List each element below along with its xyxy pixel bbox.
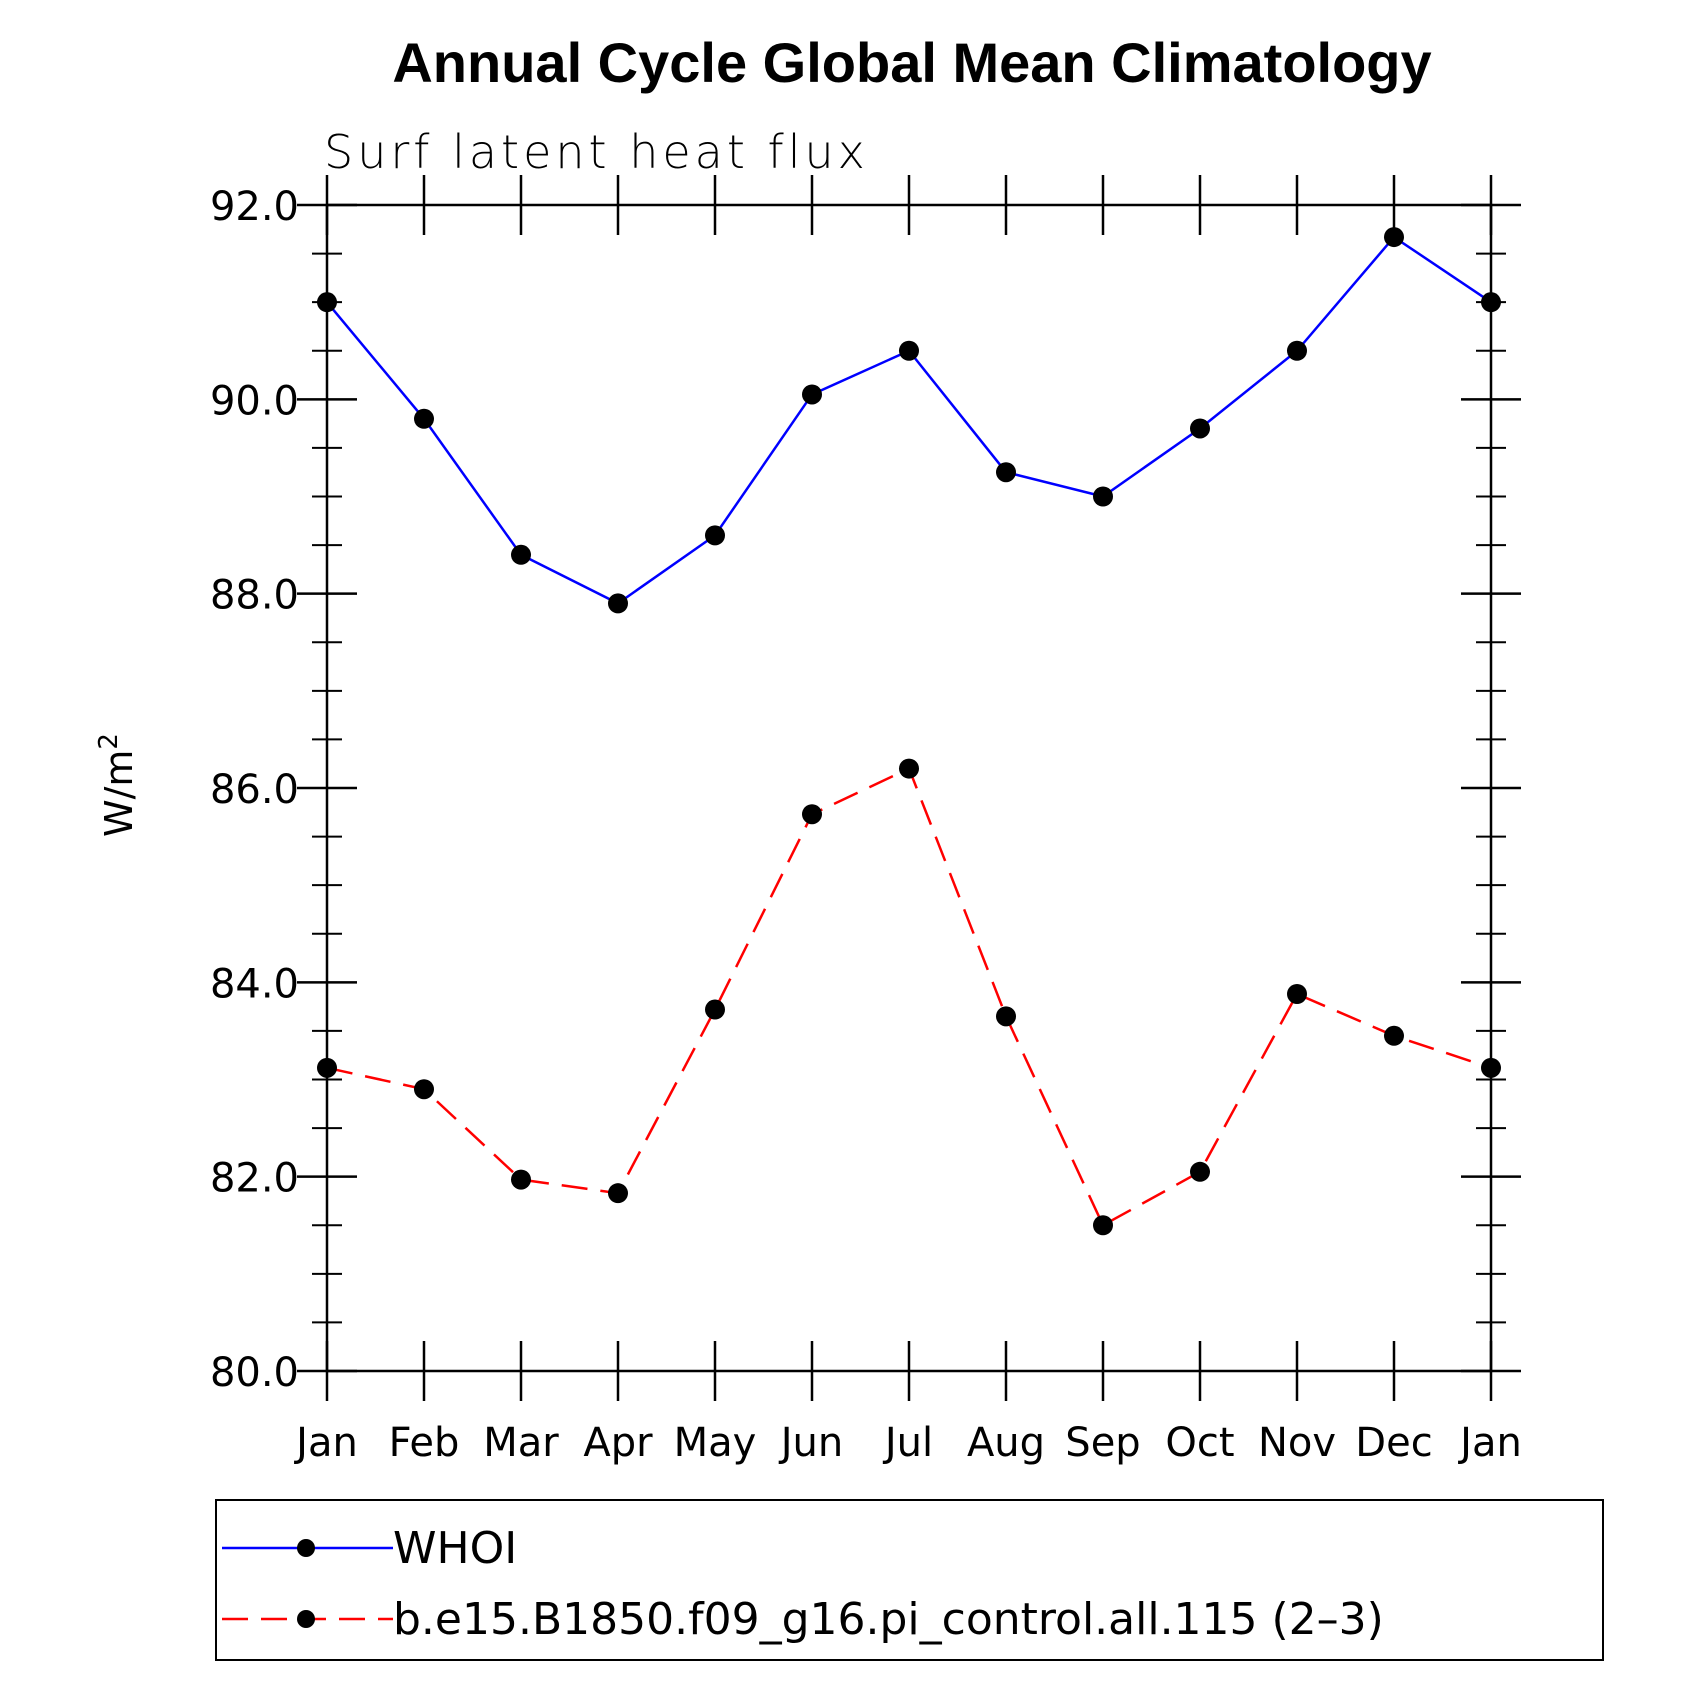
data-point: [705, 525, 725, 546]
legend-marker-model: [297, 1610, 315, 1628]
series-line-1: [326, 766, 1492, 1227]
legend-box: [215, 1499, 1604, 1661]
data-point: [1287, 340, 1307, 361]
y-tick-label: 88.0: [210, 573, 299, 619]
data-point: [705, 999, 725, 1020]
x-tick-label: Jan: [1457, 1420, 1522, 1466]
data-point: [414, 408, 434, 429]
data-point: [1384, 1025, 1404, 1046]
legend-label-model: b.e15.B1850.f09_g16.pi_control.all.115 (…: [393, 1594, 1384, 1645]
data-point: [1190, 418, 1210, 439]
x-tick-label: Jun: [778, 1420, 844, 1466]
data-point: [1287, 983, 1307, 1004]
x-tick-label: Apr: [583, 1420, 653, 1466]
legend: WHOI b.e15.B1850.f09_g16.pi_control.all.…: [215, 1499, 1604, 1661]
x-tick-label: Oct: [1165, 1420, 1234, 1466]
svg-text:W/m2: W/m2: [94, 733, 141, 837]
data-point: [899, 340, 919, 361]
y-tick-label: 82.0: [210, 1156, 299, 1202]
y-tick-label: 84.0: [210, 961, 299, 1007]
data-point: [608, 1183, 628, 1204]
x-tick-label: Nov: [1258, 1420, 1336, 1466]
legend-label-whoi: WHOI: [393, 1523, 517, 1574]
data-point: [802, 384, 822, 405]
y-tick-label: 86.0: [210, 767, 299, 813]
x-tick-label: Aug: [967, 1420, 1045, 1466]
x-tick-label: May: [674, 1420, 757, 1466]
series-layer: [317, 227, 1501, 1236]
data-point: [414, 1079, 434, 1100]
y-axis-label-superscript: 2: [94, 733, 124, 750]
y-tick-labels: 80.0 82.0 84.0 86.0 88.0 90.0 92.0: [210, 184, 299, 1396]
series-line-0: [326, 235, 1492, 605]
x-tick-label: Feb: [389, 1420, 460, 1466]
y-tick-label: 90.0: [210, 378, 299, 424]
y-axis-label: W/m2: [94, 733, 141, 837]
x-tick-labels: Jan Feb Mar Apr May Jun Jul Aug Sep Oct Nov Dec Jan: [293, 1420, 1522, 1466]
data-point: [899, 758, 919, 779]
data-point: [1093, 1215, 1113, 1236]
data-point: [1190, 1161, 1210, 1182]
data-point: [996, 462, 1016, 483]
y-tick-label: 92.0: [210, 184, 299, 230]
data-point: [1384, 227, 1404, 248]
data-point: [802, 804, 822, 825]
data-point: [608, 593, 628, 614]
y-axis-label-text: W/m: [97, 750, 141, 837]
y-tick-label: 80.0: [210, 1350, 299, 1396]
x-tick-label: Dec: [1355, 1420, 1432, 1466]
x-tick-label: Jan: [293, 1420, 358, 1466]
data-point: [996, 1006, 1016, 1027]
x-tick-label: Sep: [1065, 1420, 1140, 1466]
x-tick-label: Jul: [882, 1420, 933, 1466]
legend-marker-whoi: [297, 1539, 315, 1557]
data-point: [1093, 486, 1113, 507]
chart-subtitle: Surf latent heat flux: [324, 125, 869, 179]
plot-frame: [325, 203, 1493, 1373]
data-point: [511, 1169, 531, 1190]
data-point: [511, 544, 531, 565]
chart-title: Annual Cycle Global Mean Climatology: [392, 31, 1431, 94]
x-tick-label: Mar: [483, 1420, 559, 1466]
